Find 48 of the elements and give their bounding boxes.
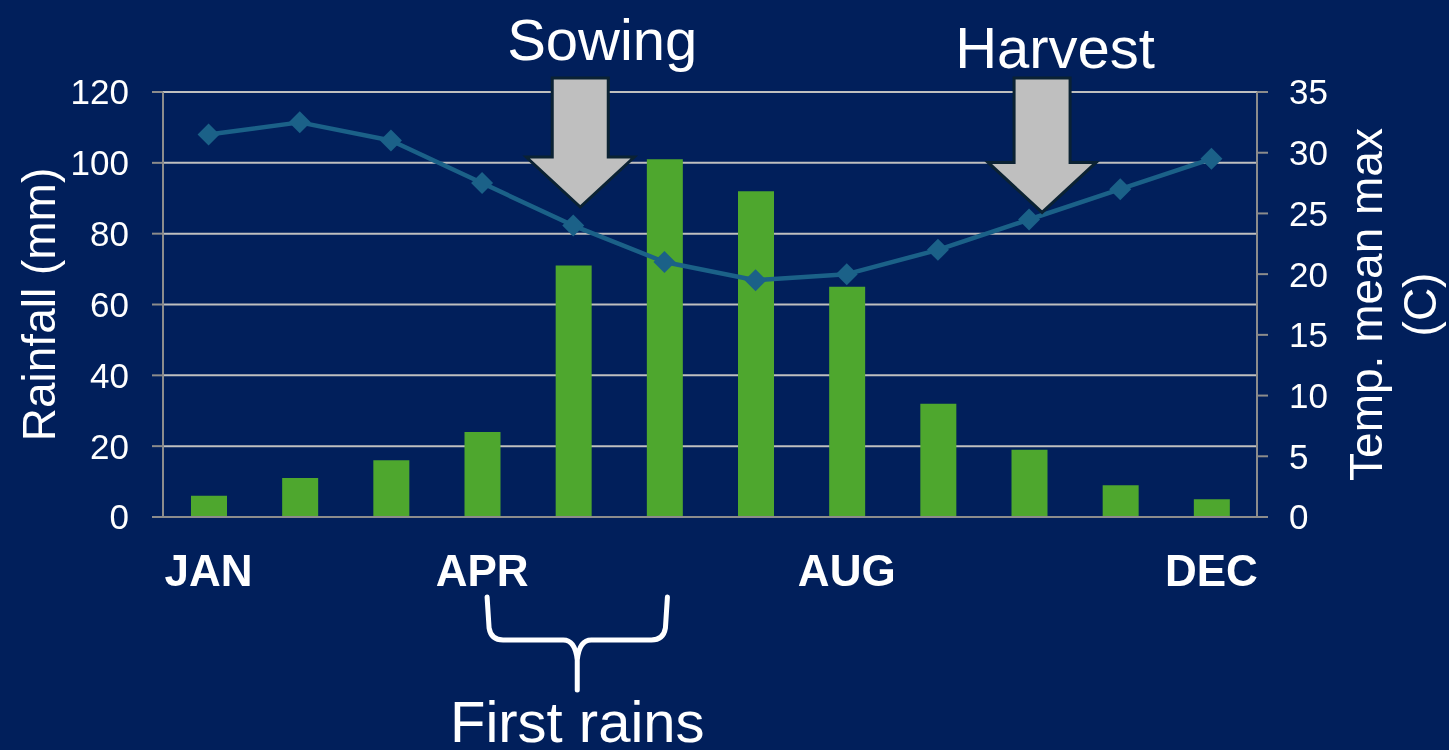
text: First rains (449, 689, 705, 750)
y2-tick-label: 20 (1289, 254, 1328, 294)
y-axis-title: Rainfall (mm) (13, 167, 65, 442)
bar (738, 191, 774, 517)
x-tick-label: JAN (164, 546, 253, 596)
bar (555, 265, 592, 517)
y-tick-label: 60 (90, 284, 129, 324)
point (197, 123, 220, 146)
bar (282, 478, 319, 517)
point (471, 172, 494, 195)
y2-tick-label: 15 (1289, 315, 1328, 355)
point (653, 251, 676, 273)
point (744, 269, 767, 292)
y2-tick-label: 35 (1289, 72, 1328, 112)
y-tick-label: 100 (70, 143, 129, 183)
point (288, 111, 311, 134)
point (379, 129, 402, 152)
bar (829, 286, 866, 517)
point (1109, 178, 1132, 201)
y2-tick-label: 30 (1289, 133, 1328, 173)
bar (646, 159, 683, 517)
text: Sowing (507, 7, 698, 72)
y2-tick-label: 0 (1289, 497, 1309, 537)
bar (464, 432, 501, 517)
point (1200, 147, 1223, 170)
point (562, 214, 585, 237)
y-tick-label: 120 (70, 72, 129, 112)
y-tick-label: 0 (109, 497, 129, 537)
point (926, 238, 949, 261)
bar (191, 495, 227, 517)
annotation: Harvest (955, 15, 1155, 80)
bar (1011, 449, 1048, 517)
point (835, 263, 858, 286)
y2-tick-label: 25 (1289, 193, 1328, 233)
y-tick-label: 40 (90, 355, 129, 395)
x-tick-label: AUG (797, 546, 896, 596)
bar (373, 460, 410, 517)
y2-tick-label: 10 (1289, 376, 1328, 415)
y2-tick-label: 5 (1289, 436, 1309, 476)
bar (1102, 485, 1139, 517)
bar (920, 403, 957, 517)
point (1018, 208, 1041, 231)
y2-axis-title: Temp. mean max (C) (1340, 128, 1446, 481)
x-tick-label: DEC (1164, 546, 1258, 596)
x-tick-label: APR (435, 546, 529, 596)
y-tick-label: 80 (90, 214, 129, 254)
bar (1193, 499, 1230, 517)
y-tick-label: 20 (90, 426, 129, 466)
